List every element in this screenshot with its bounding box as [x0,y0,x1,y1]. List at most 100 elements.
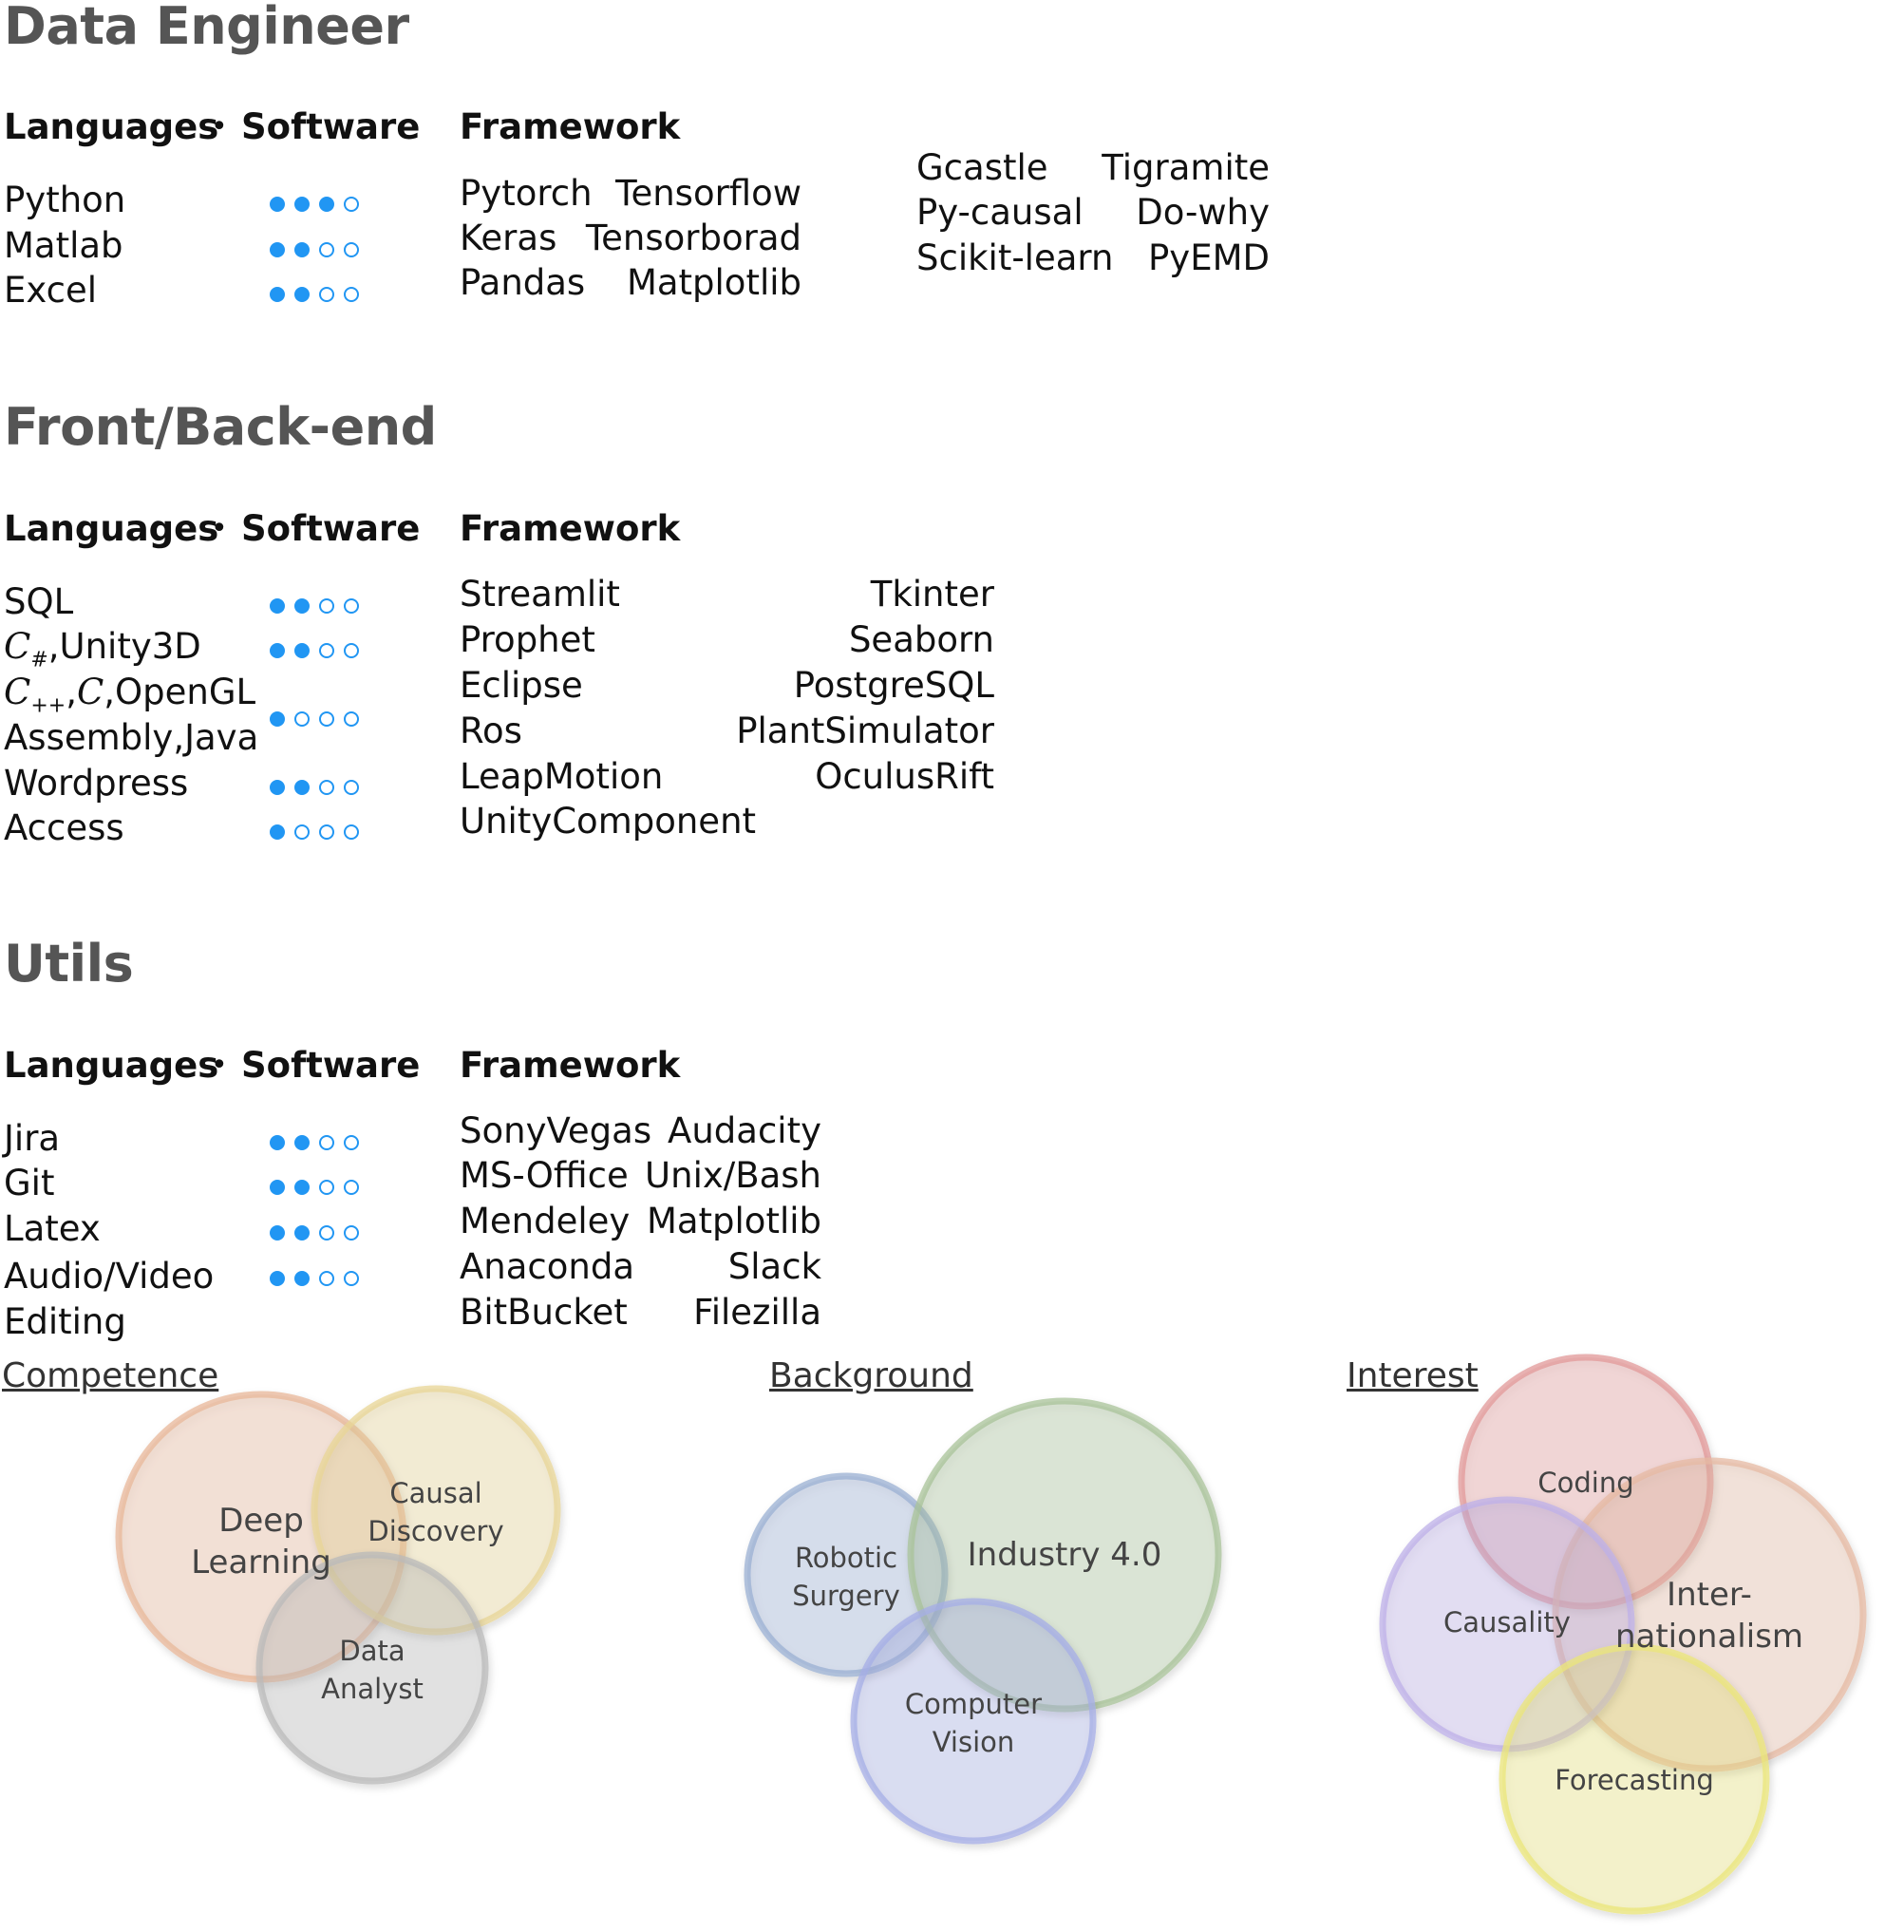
framework-item: PostgreSQL [793,665,994,706]
skill-rating [270,195,374,214]
framework-item: Gcastle [916,147,1048,188]
framework-item: BitBucket [460,1292,628,1333]
language-item: Wordpress [4,763,189,804]
framework-item: Keras [460,218,557,258]
skill-rating [270,823,374,842]
skill-dot-filled [294,1135,310,1150]
language-item: C#,Unity3D [4,626,201,672]
skill-dot-filled [270,1225,285,1241]
header-bullet: • [211,110,228,143]
framework-item: OculusRift [815,756,994,797]
language-item: SQL [4,581,74,622]
language-item: Git [4,1163,55,1203]
skill-rating [270,641,374,660]
framework-item: Audacity [668,1110,821,1151]
skill-dot-filled [270,242,285,257]
framework-item: Tkinter [870,574,994,615]
skill-rating [270,240,374,259]
skill-dot-empty [344,1135,359,1150]
framework-item: Pytorch [460,173,593,214]
framework-item: Filezilla [693,1292,821,1333]
venn-text-coding: Coding [1537,1467,1633,1499]
skill-dot-empty [319,1225,334,1241]
venn-text-causality: Causality [1443,1606,1571,1638]
skill-dot-filled [270,1135,285,1150]
skill-dot-empty [344,711,359,727]
section-title-utils: Utils [4,934,134,994]
venn-text-inter: Inter- [1667,1576,1752,1614]
skill-dot-empty [319,1135,334,1150]
skill-rating [270,778,374,797]
venn-text-robotic: Robotic [795,1542,897,1574]
framework-item: Py-causal [916,192,1084,233]
venn-text-analyst: Analyst [321,1673,424,1705]
skill-dot-filled [270,780,285,795]
venn-text-causal: Causal [389,1477,481,1509]
framework-item: UnityComponent [460,801,757,842]
skill-dot-empty [344,824,359,840]
software-header: Software [241,106,421,147]
skill-dot-filled [270,711,285,727]
venn-text-forecasting: Forecasting [1555,1764,1714,1796]
venn-text-surgery: Surgery [792,1580,900,1612]
skill-dot-empty [319,242,334,257]
framework-item: Unix/Bash [645,1155,821,1196]
languages-header: Languages [4,508,219,549]
section-title-data-engineer: Data Engineer [4,0,409,56]
skill-dot-empty [344,1225,359,1241]
venn-text-vision: Vision [933,1726,1015,1758]
languages-header: Languages [4,106,219,147]
skill-dot-empty [319,780,334,795]
language-item: Matlab [4,225,123,266]
skill-dot-empty [294,711,310,727]
skill-dot-empty [344,598,359,614]
skill-dot-empty [319,824,334,840]
skill-rating [270,597,374,616]
skill-rating [270,710,374,729]
framework-item: Slack [727,1246,821,1287]
venn-text-discovery: Discovery [368,1515,503,1547]
skill-dot-empty [319,1271,334,1286]
language-item: Access [4,807,124,848]
skill-dot-empty [344,242,359,257]
skill-rating [270,1133,374,1152]
skill-dot-filled [270,824,285,840]
skill-dot-filled [294,1180,310,1195]
skill-dot-empty [319,711,334,727]
skill-rating [270,1223,374,1242]
venn-text-learning: Learning [191,1544,331,1582]
framework-item: Eclipse [460,665,583,706]
skill-rating [270,1269,374,1288]
section-title-front-back-end: Front/Back-end [4,397,437,457]
framework-item: Prophet [460,619,595,660]
languages-header: Languages [4,1045,219,1086]
framework-item: LeapMotion [460,756,664,797]
skill-dot-filled [294,197,310,212]
skill-dot-filled [294,242,310,257]
background-venn: Robotic Surgery Industry 4.0 Computer Vi… [744,1397,1222,1845]
framework-item: Tensorborad [585,218,801,258]
framework-item: Anaconda [460,1246,635,1287]
skill-rating [270,1178,374,1197]
framework-item: Seaborn [848,619,994,660]
header-bullet: • [211,512,228,545]
language-item: Jira [4,1118,61,1159]
venn-circle-data-analyst [255,1551,489,1785]
framework-item: Matplotlib [646,1201,821,1241]
skill-dot-filled [294,287,310,302]
skill-dot-empty [344,197,359,212]
venn-circle-forecasting [1499,1643,1770,1915]
skill-dot-filled [270,598,285,614]
skill-dot-filled [270,643,285,658]
framework-item: Pandas [460,262,586,303]
framework-header: Framework [460,1045,681,1086]
skill-dot-filled [270,1271,285,1286]
framework-item: Matplotlib [626,262,801,303]
venn-text-computer: Computer [905,1688,1042,1720]
skill-dot-filled [294,1225,310,1241]
skill-dot-empty [319,643,334,658]
framework-item: MS-Office [460,1155,629,1196]
competence-venn: Deep Learning Causal Discovery Data Anal… [115,1385,561,1785]
skill-dot-empty [319,598,334,614]
